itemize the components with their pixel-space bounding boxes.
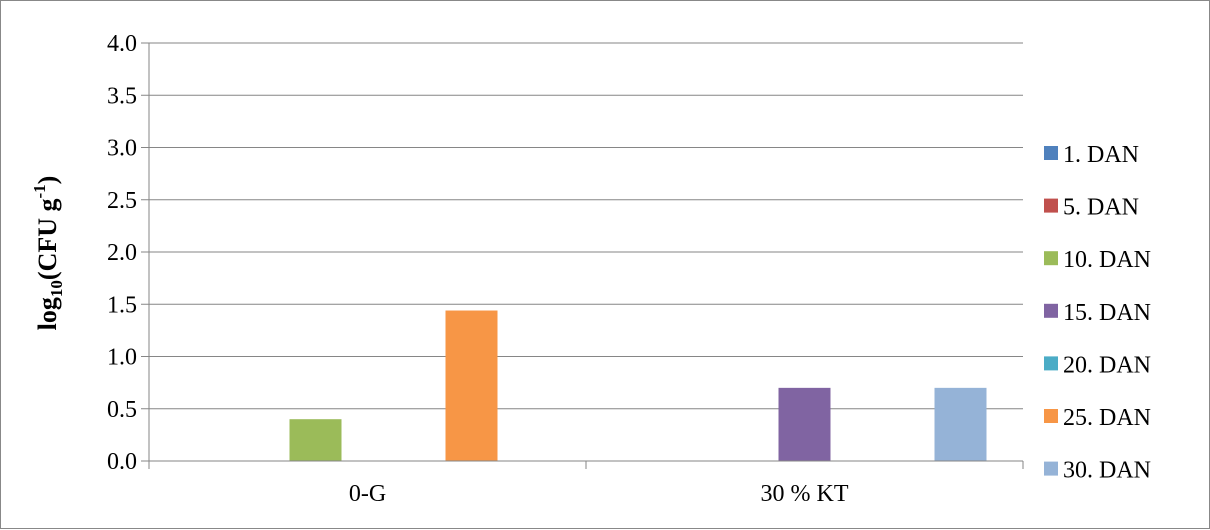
bar [446,311,498,461]
y-axis-title-subscript: 10 [47,280,66,297]
axes [149,43,1023,469]
legend-label: 20. DAN [1063,352,1151,378]
y-tick-label: 3.0 [107,136,137,162]
x-category-labels: 0-G 30 % KT [349,481,849,507]
y-tick-label: 1.0 [107,345,137,371]
y-tick-label: 3.5 [107,83,137,109]
legend-swatch [1044,251,1058,265]
legend-label: 5. DAN [1063,195,1139,221]
legend-swatch [1044,356,1058,370]
bars [290,311,987,461]
legend-swatch [1044,304,1058,318]
legend-swatch [1044,199,1058,213]
bar [935,388,987,461]
y-tick-labels: 0.0 0.5 1.0 1.5 2.0 2.5 3.0 3.5 4.0 [107,31,137,475]
y-axis-title: log10(CFU g-1) [30,176,66,331]
legend-label: 30. DAN [1063,458,1151,484]
legend-swatch [1044,409,1058,423]
bar [290,419,342,461]
y-axis-title-suffix: ) [33,176,62,185]
x-category-label: 30 % KT [761,481,849,507]
bar [779,388,831,461]
gridlines [141,43,1023,461]
legend-label: 25. DAN [1063,405,1151,431]
y-tick-label: 0.0 [107,449,137,475]
x-category-label: 0-G [349,481,386,507]
y-axis-title-main: (CFU g [33,199,62,281]
legend-swatch [1044,462,1058,476]
y-tick-label: 0.5 [107,397,137,423]
legend-label: 15. DAN [1063,300,1151,326]
legend: 1. DAN 5. DAN 10. DAN 15. DAN 20. DAN 25. DAN… [1044,142,1151,484]
y-tick-label: 2.0 [107,240,137,266]
y-tick-label: 4.0 [107,31,137,57]
y-tick-label: 1.5 [107,292,137,318]
y-axis-title-superscript: -1 [30,184,49,198]
legend-swatch [1044,146,1058,160]
legend-label: 1. DAN [1063,142,1139,168]
y-tick-label: 2.5 [107,188,137,214]
y-axis-title-prefix: log [33,297,62,330]
legend-label: 10. DAN [1063,247,1151,273]
